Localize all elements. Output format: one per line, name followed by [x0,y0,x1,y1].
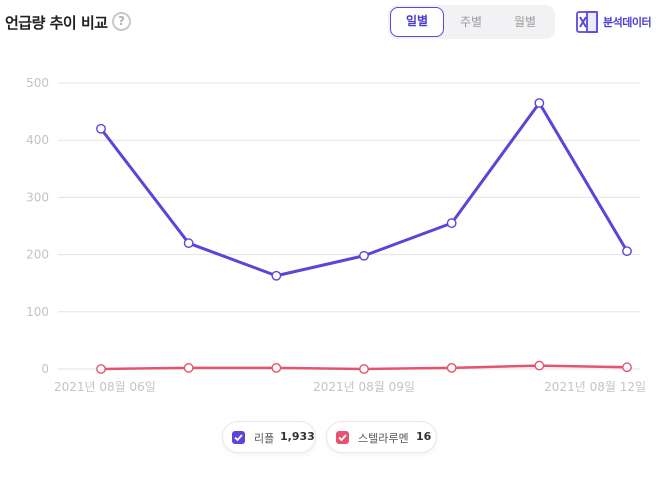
legend-series-name: 스텔라루멘 [358,432,409,445]
y-tick-label: 400 [26,133,49,147]
chart-header: 언급량 추이 비교 ? 일별 주별 월별 분석데이터 [0,0,664,46]
data-point [446,218,457,229]
legend-series-count: 16 [416,430,432,443]
data-point [446,362,457,373]
y-tick-label: 100 [26,305,49,319]
legend-item-stellar[interactable]: 스텔라루멘 16 [326,421,437,453]
y-tick-label: 0 [41,362,49,376]
data-point [96,364,106,374]
data-point [622,362,632,373]
data-point [359,250,369,261]
y-tick-label: 300 [26,190,49,204]
data-point [622,246,632,257]
x-tick-label: 2021년 08월 09일 [313,380,415,394]
question-circle-icon[interactable]: ? [112,12,131,31]
tab-weekly[interactable]: 주별 [459,15,483,29]
excel-icon [576,11,598,33]
legend-series-name: 리플 [254,432,275,445]
checkbox-checked-icon [336,431,349,444]
y-tick-label: 200 [26,248,49,262]
export-data-button[interactable]: 분석데이터 [576,11,660,33]
line-chart: 0 100 200 300 400 500 2021년 08월 06일 2021년 08월 0… [26,76,646,394]
data-point [271,362,282,373]
data-point [183,238,194,249]
x-tick-label: 2021년 08월 12일 [544,380,646,394]
export-data-label: 분석데이터 [603,16,652,29]
chart-title: 언급량 추이 비교 [5,14,108,32]
legend-series-count: 1,933 [280,430,315,443]
data-point [183,362,194,373]
x-tick-label: 2021년 08월 06일 [54,380,156,394]
data-point [359,364,369,374]
data-point [96,123,106,134]
y-tick-label: 500 [26,76,49,90]
tab-monthly[interactable]: 월별 [513,15,537,29]
legend-item-ripple[interactable]: 리플 1,933 [222,421,316,453]
data-point [271,270,282,281]
data-point [534,360,545,371]
period-tabs: 일별 주별 월별 [388,5,555,39]
data-point [534,98,545,108]
series-line [99,101,629,278]
tab-daily[interactable]: 일별 [390,7,444,37]
checkbox-checked-icon [232,431,245,444]
